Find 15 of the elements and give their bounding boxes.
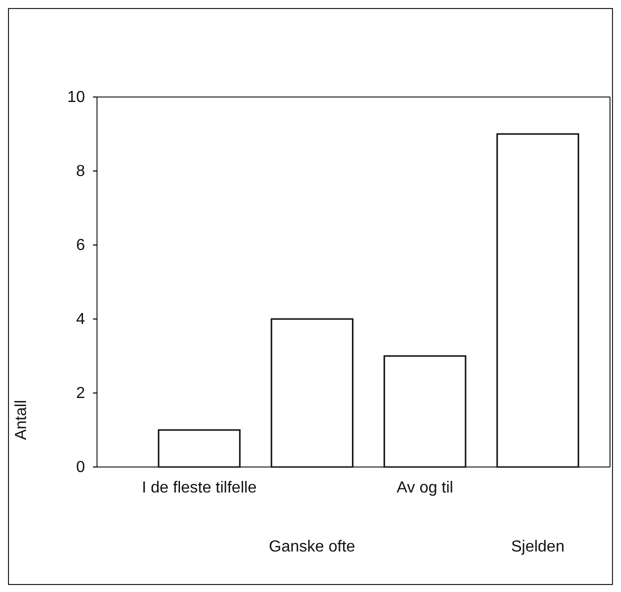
- x-tick-label: Av og til: [396, 479, 454, 496]
- x-tick-label: Sjelden: [511, 538, 564, 556]
- y-tick-label: 8: [76, 163, 86, 180]
- y-axis-title: Antall: [13, 400, 30, 440]
- y-tick-label: 4: [76, 311, 86, 328]
- bar: [270, 318, 354, 468]
- y-tick-label: 0: [76, 459, 86, 476]
- y-tick-label: 10: [67, 89, 86, 106]
- x-tick-label: I de fleste tilfelle: [142, 479, 257, 496]
- bar: [158, 429, 241, 468]
- bar: [496, 133, 580, 468]
- x-tick-label: Ganske ofte: [268, 538, 356, 556]
- bar: [384, 355, 466, 468]
- y-tick-label: 6: [76, 237, 86, 254]
- y-tick-label: 2: [76, 385, 86, 402]
